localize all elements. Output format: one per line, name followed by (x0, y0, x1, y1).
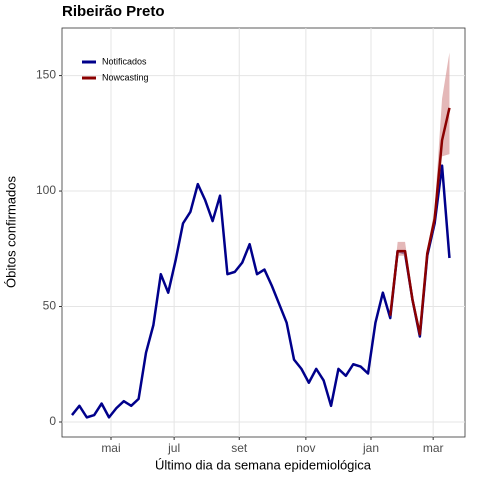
x-axis-label: Último dia da semana epidemiológica (155, 457, 372, 472)
y-axis-label: Óbitos confirmados (3, 176, 18, 288)
x-tick-label: set (231, 441, 248, 455)
x-tick-label: jan (362, 441, 379, 455)
line (389, 107, 451, 336)
plot-area (61, 27, 466, 438)
x-tick-label: nov (296, 441, 315, 455)
y-tick-label: 150 (36, 68, 56, 82)
y-tick-label: 50 (43, 299, 57, 313)
y-tick-label: 100 (36, 183, 56, 197)
legend-label: Nowcasting (102, 72, 149, 82)
x-tick-label: mai (101, 441, 120, 455)
x-tick-label: mar (423, 441, 444, 455)
x-tick-label: jul (167, 441, 180, 455)
legend-label: Notificados (102, 56, 147, 66)
y-tick-label: 0 (49, 414, 56, 428)
chart-title: Ribeirão Preto (62, 3, 165, 20)
line (71, 164, 451, 419)
